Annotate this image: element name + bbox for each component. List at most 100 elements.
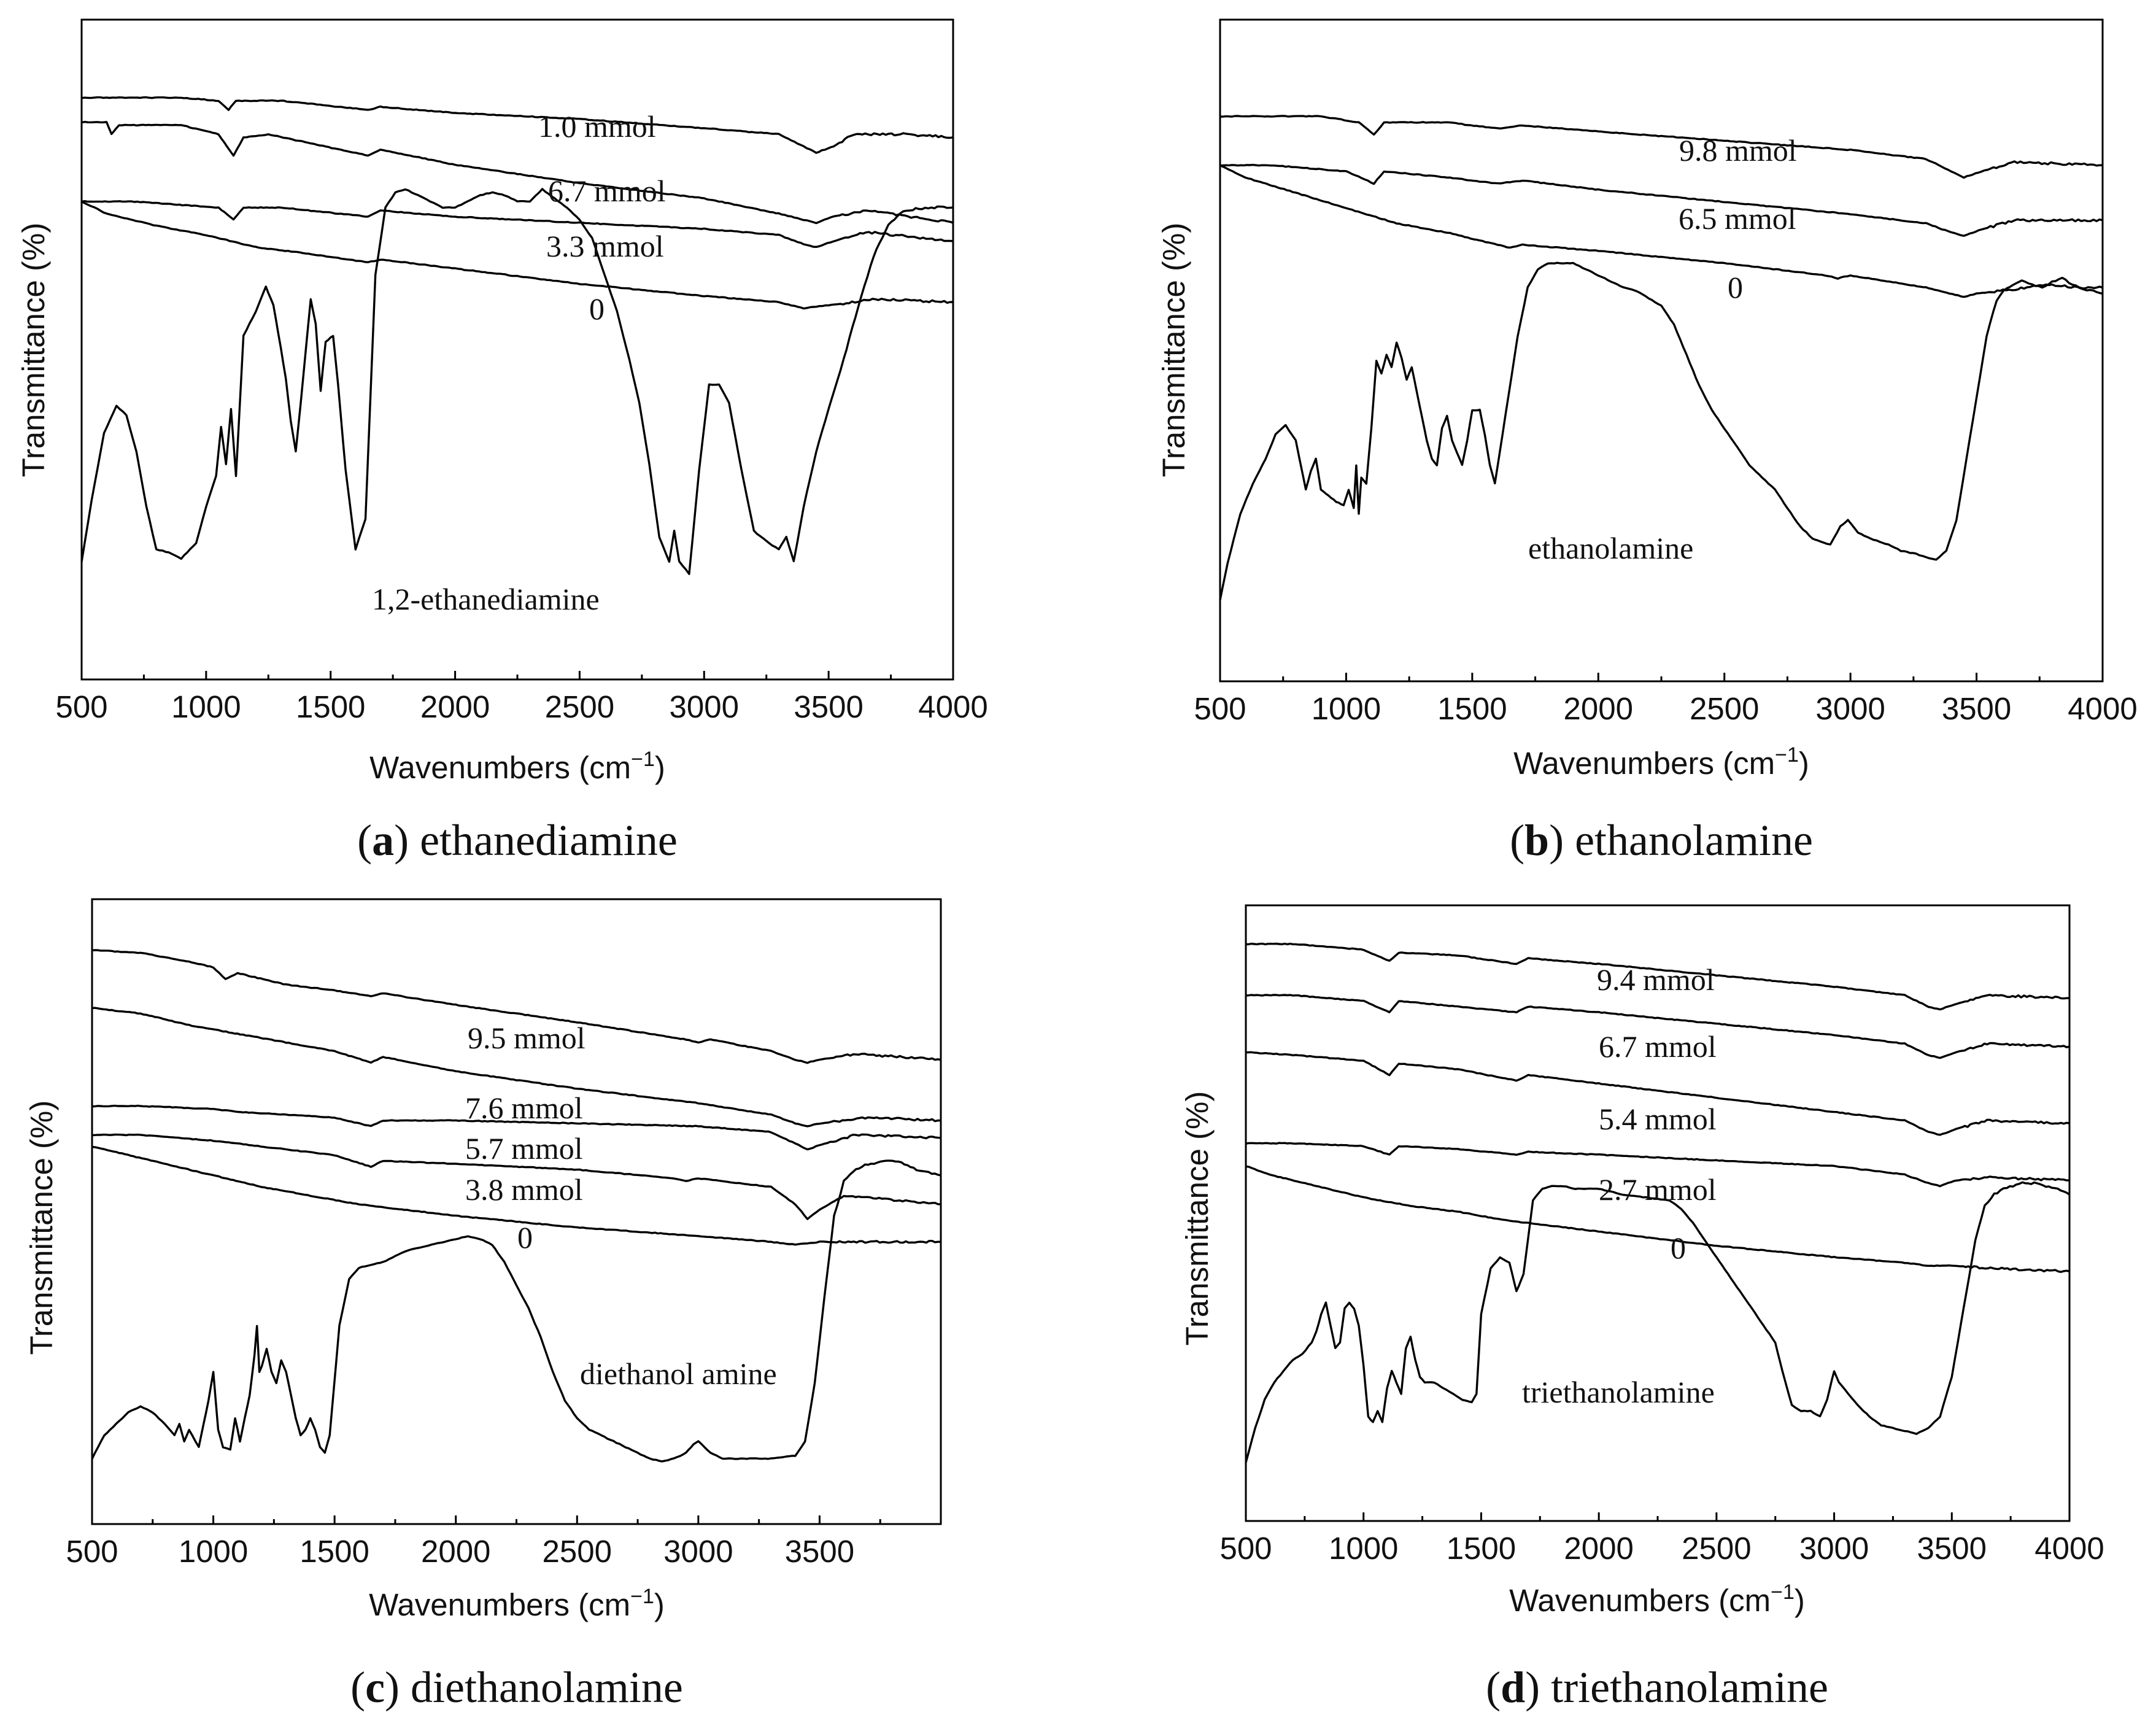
panel-c-caption: (c) diethanolamine xyxy=(350,1663,683,1712)
x-tick-label-3000: 3000 xyxy=(670,689,739,724)
spectrum-2-7-mmol xyxy=(1245,1142,2070,1188)
panel-a-ylabel: Transmittance (%) xyxy=(16,223,51,478)
x-tick-label-1500: 1500 xyxy=(1437,691,1507,726)
panel-a-caption: (a) ethanediamine xyxy=(357,816,678,865)
panel-c-label-9-5-mmol: 9.5 mmol xyxy=(468,1021,585,1055)
spectrum-9-4-mmol xyxy=(1245,942,2070,1011)
spectrum-3-8-mmol xyxy=(91,1133,941,1220)
panel-d-xlabel: Wavenumbers (cm−1) xyxy=(1509,1581,1805,1618)
x-tick-label-1000: 1000 xyxy=(171,689,241,724)
spectrum-top xyxy=(81,96,954,154)
x-tick-label-2500: 2500 xyxy=(1690,691,1759,726)
panel-b-tick-labels: 500 1000 1500 2000 2500 3000 3500 4000 xyxy=(1194,691,2137,726)
x-tick-label-3000: 3000 xyxy=(1815,691,1885,726)
panel-a-tick-labels: 500 1000 1500 2000 2500 3000 3500 4000 xyxy=(55,689,987,724)
panel-d-ylabel: Transmittance (%) xyxy=(1180,1091,1215,1346)
x-tick-label-500: 500 xyxy=(1194,691,1246,726)
spectrum-diethanol-amine xyxy=(91,1159,941,1463)
x-tick-label-1000: 1000 xyxy=(1312,691,1381,726)
x-tick-label-1500: 1500 xyxy=(296,689,365,724)
panel-b-ethanolamine: 500 1000 1500 2000 2500 3000 3500 4000 Transmit… xyxy=(1156,18,2138,865)
panel-d-frame xyxy=(1245,904,2071,1522)
panel-b-ticks xyxy=(1219,673,2104,681)
panel-d-label-6-7-mmol: 6.7 mmol xyxy=(1599,1029,1717,1064)
spectrum-6-7-mmol xyxy=(81,199,954,248)
panel-a-label-1-0-mmol: 1.0 mmol xyxy=(538,109,656,144)
panel-d-triethanolamine: 500 1000 1500 2000 2500 3000 3500 4000 Transmit… xyxy=(1180,904,2104,1712)
x-tick-label-3500: 3500 xyxy=(1942,691,2011,726)
panel-b-xlabel: Wavenumbers (cm−1) xyxy=(1513,743,1809,781)
panel-c-ticks xyxy=(91,1515,881,1524)
spectrum-0 xyxy=(80,188,954,575)
spectrum-triethanolamine xyxy=(1245,1181,2070,1463)
x-tick-label-1500: 1500 xyxy=(1447,1531,1516,1566)
panel-b-curves xyxy=(1219,115,2103,601)
spectrum-0 xyxy=(1219,164,2103,298)
x-tick-label-2000: 2000 xyxy=(421,1534,490,1569)
panel-a-ethanediamine: 500 1000 1500 2000 2500 3000 3500 4000 Transmit… xyxy=(16,18,988,865)
x-tick-label-1000: 1000 xyxy=(179,1534,248,1569)
panel-b-ylabel: Transmittance (%) xyxy=(1156,223,1191,478)
panel-d-caption: (d) triethanolamine xyxy=(1486,1663,1828,1712)
x-tick-label-3000: 3000 xyxy=(663,1534,733,1569)
panel-d-label-2-7-mmol: 2.7 mmol xyxy=(1599,1172,1717,1207)
panel-b-label-0: 0 xyxy=(1728,270,1743,304)
panel-a-curves xyxy=(80,96,954,575)
panel-a-label-6-7-mmol: 6.7 mmol xyxy=(548,174,666,208)
panel-c-diethanolamine: 500 1000 1500 2000 2500 3000 3500 Transmittanc… xyxy=(24,898,942,1712)
panel-b-caption: (b) ethanolamine xyxy=(1510,816,1813,865)
x-tick-label-2000: 2000 xyxy=(420,689,490,724)
x-tick-label-3500: 3500 xyxy=(794,689,863,724)
panel-d-label-compound: triethanolamine xyxy=(1522,1375,1715,1409)
x-tick-label-500: 500 xyxy=(55,689,107,724)
spectrum-0 xyxy=(1245,1165,2070,1273)
spectrum-9-8-mmol xyxy=(1220,115,2103,179)
spectrum-5-7-mmol xyxy=(92,1104,941,1151)
panel-b-frame xyxy=(1219,18,2104,683)
x-tick-label-500: 500 xyxy=(1219,1531,1272,1566)
spectrum-3-3-mmol xyxy=(81,201,954,310)
panel-d-label-9-4-mmol: 9.4 mmol xyxy=(1597,962,1715,997)
panel-c-label-7-6-mmol: 7.6 mmol xyxy=(465,1091,583,1125)
spectrum-ethanolamine xyxy=(1219,261,2103,601)
panel-c-label-0: 0 xyxy=(517,1220,533,1255)
x-tick-label-3500: 3500 xyxy=(1917,1531,1987,1566)
x-tick-label-1500: 1500 xyxy=(299,1534,369,1569)
panel-b-label-9-8-mmol: 9.8 mmol xyxy=(1679,133,1797,168)
panel-a-xlabel: Wavenumbers (cm−1) xyxy=(369,748,665,785)
x-tick-label-1000: 1000 xyxy=(1329,1531,1398,1566)
x-tick-label-3000: 3000 xyxy=(1799,1531,1869,1566)
x-tick-label-4000: 4000 xyxy=(2034,1531,2104,1566)
panel-c-tick-labels: 500 1000 1500 2000 2500 3000 3500 xyxy=(66,1534,854,1569)
spectrum-7-6-mmol xyxy=(91,1007,941,1128)
panel-c-xlabel: Wavenumbers (cm−1) xyxy=(369,1585,665,1622)
panel-a-frame xyxy=(80,18,954,681)
spectrum-6-5-mmol xyxy=(1219,163,2103,237)
panel-d-curves xyxy=(1245,942,2070,1463)
x-tick-label-2500: 2500 xyxy=(543,1534,612,1569)
panel-d-ticks xyxy=(1245,1512,2071,1521)
panel-a-label-3-3-mmol: 3.3 mmol xyxy=(546,229,664,263)
spectrum-9-5-mmol xyxy=(91,949,941,1064)
x-tick-label-3500: 3500 xyxy=(785,1534,854,1569)
panel-a-label-compound: 1,2-ethanediamine xyxy=(372,582,600,616)
x-tick-label-2000: 2000 xyxy=(1564,1531,1633,1566)
panel-c-ylabel: Transmittance (%) xyxy=(24,1101,59,1355)
panel-a-label-0: 0 xyxy=(589,292,605,326)
spectrum-1-0-mmol xyxy=(81,120,954,225)
panel-c-label-5-7-mmol: 5.7 mmol xyxy=(465,1131,583,1166)
spectrum-6-7-mmol xyxy=(1245,994,2070,1059)
x-tick-label-4000: 4000 xyxy=(2068,691,2137,726)
spectrum-0 xyxy=(91,1145,941,1246)
panel-d-label-0: 0 xyxy=(1671,1231,1686,1265)
panel-b-label-compound: ethanolamine xyxy=(1528,531,1693,565)
panel-a-ticks xyxy=(80,671,954,679)
x-tick-label-4000: 4000 xyxy=(918,689,987,724)
panel-d-tick-labels: 500 1000 1500 2000 2500 3000 3500 4000 xyxy=(1219,1531,2104,1566)
panel-c-curves xyxy=(91,949,941,1463)
spectrum-5-4-mmol xyxy=(1245,1051,2070,1136)
panel-c-label-compound: diethanol amine xyxy=(580,1356,777,1391)
panel-d-label-5-4-mmol: 5.4 mmol xyxy=(1599,1102,1717,1136)
x-tick-label-2500: 2500 xyxy=(545,689,614,724)
